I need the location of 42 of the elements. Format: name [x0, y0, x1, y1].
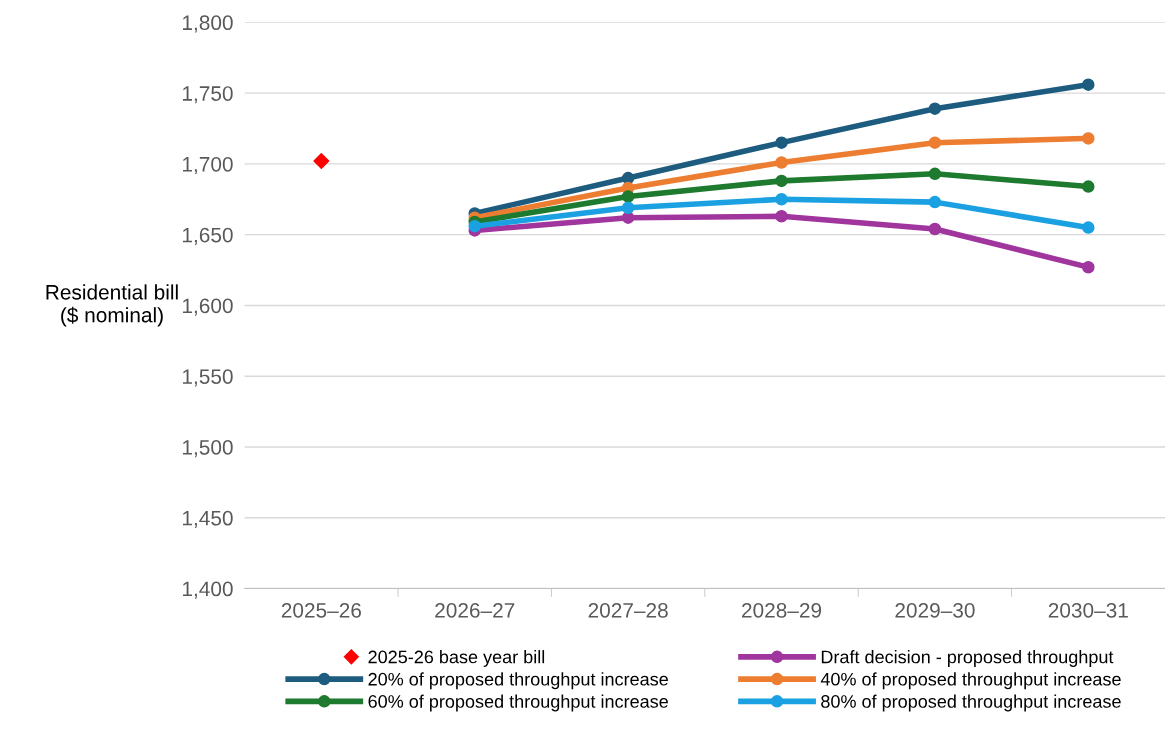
- point: [775, 193, 788, 206]
- y-tick-label: 1,550: [183, 369, 233, 387]
- point: [1082, 221, 1095, 234]
- y-tick-label: 1,400: [183, 581, 233, 599]
- point: [1082, 78, 1095, 91]
- point: [928, 136, 942, 149]
- x-tick-label: 2025–26: [281, 602, 361, 618]
- y-tick-label: 1,700: [183, 156, 233, 175]
- y-tick-label: 1,500: [183, 440, 233, 458]
- point: [775, 174, 788, 188]
- y-axis-title: Residential bill ($ nominal): [46, 284, 178, 327]
- point: [928, 222, 942, 236]
- y-tick-label: 1,450: [183, 510, 233, 528]
- point: [775, 136, 788, 149]
- point: [775, 156, 788, 169]
- point: [313, 153, 330, 170]
- point: [1082, 260, 1095, 274]
- y-tick-label: 1,600: [183, 298, 233, 316]
- point: [928, 195, 942, 209]
- point: [468, 219, 481, 233]
- x-tick-label: 2026–27: [435, 602, 515, 618]
- point: [621, 201, 635, 215]
- point: [1082, 180, 1095, 193]
- point: [621, 190, 635, 203]
- x-tick-label: 2028–29: [742, 602, 822, 618]
- legend-label: 60% of proposed throughput increase: [368, 694, 668, 712]
- point: [621, 171, 635, 185]
- point: [928, 167, 942, 181]
- legend-label: 40% of proposed throughput increase: [820, 672, 1121, 690]
- x-tick-label: 2027–28: [588, 602, 668, 618]
- point: [928, 102, 942, 115]
- legend-label: Draft decision - proposed throughput: [821, 650, 1114, 667]
- point: [1082, 132, 1095, 145]
- legend-label: 80% of proposed throughput increase: [821, 694, 1121, 712]
- y-tick-label: 1,650: [183, 227, 233, 245]
- x-tick-label: 2029–30: [895, 602, 975, 618]
- y-tick-label: 1,800: [183, 15, 233, 33]
- x-tick-label: 2030–31: [1048, 602, 1128, 618]
- point: [775, 210, 788, 223]
- y-tick-label: 1,750: [183, 86, 233, 104]
- legend-label: 2025-26 base year bill: [368, 650, 545, 667]
- legend-label: 20% of proposed throughput increase: [368, 672, 668, 690]
